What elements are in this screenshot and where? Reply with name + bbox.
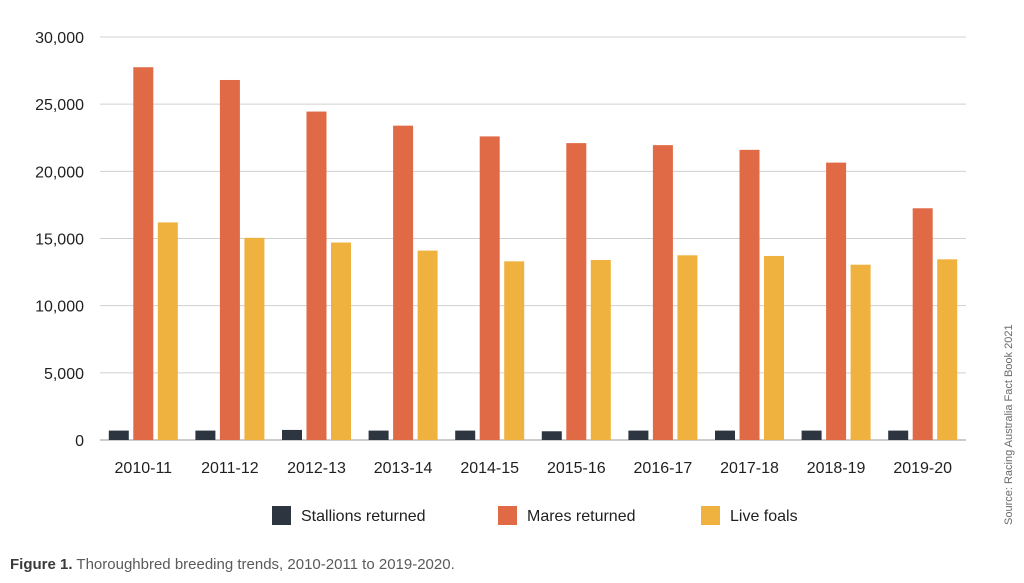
- legend-swatch: [701, 506, 720, 525]
- bar-mares-returned: [479, 136, 500, 440]
- x-tick-label: 2017-18: [720, 460, 779, 477]
- bar-stallions-returned: [715, 430, 735, 440]
- bar-live-foals: [417, 250, 438, 440]
- y-tick-label: 25,000: [35, 97, 84, 114]
- x-tick-label: 2018-19: [807, 460, 866, 477]
- x-tick-label: 2014-15: [460, 460, 519, 477]
- x-tick-label: 2015-16: [547, 460, 606, 477]
- bar-live-foals: [677, 255, 698, 440]
- y-tick-label: 5,000: [44, 366, 84, 383]
- bar-live-foals: [244, 237, 265, 440]
- y-tick-label: 15,000: [35, 232, 84, 249]
- y-tick-label: 20,000: [35, 164, 84, 181]
- bar-stallions-returned: [368, 430, 389, 440]
- legend-label: Mares returned: [527, 508, 636, 525]
- bar-stallions-returned: [108, 430, 129, 440]
- gridlines: [100, 36, 966, 441]
- bar-stallions-returned: [541, 431, 562, 440]
- bar-mares-returned: [393, 125, 414, 440]
- y-tick-label: 0: [75, 433, 84, 450]
- bar-live-foals: [331, 242, 351, 440]
- bar-mares-returned: [219, 79, 240, 440]
- caption-label: Figure 1.: [10, 556, 73, 573]
- caption-text: Thoroughbred breeding trends, 2010-2011 …: [72, 556, 455, 573]
- legend: Stallions returned Mares returned Live foa…: [272, 506, 798, 525]
- y-tick-label: 30,000: [35, 30, 84, 47]
- bar-mares-returned: [652, 145, 673, 440]
- x-tick-label: 2013-14: [374, 460, 433, 477]
- x-tick-label: 2019-20: [893, 460, 952, 477]
- y-tick-label: 10,000: [35, 299, 84, 316]
- figure-caption: Figure 1. Thoroughbred breeding trends, …: [10, 556, 455, 573]
- bar-stallions-returned: [628, 430, 649, 440]
- bar-stallions-returned: [195, 430, 216, 440]
- bar-mares-returned: [566, 143, 587, 440]
- legend-label: Stallions returned: [301, 508, 426, 525]
- x-tick-label: 2016-17: [634, 460, 693, 477]
- legend-swatch: [272, 506, 291, 525]
- bar-mares-returned: [912, 208, 933, 440]
- source-label: Source: Racing Australia Fact Book 2021: [1003, 324, 1015, 525]
- legend-label: Live foals: [730, 508, 798, 525]
- bar-live-foals: [590, 259, 611, 440]
- bar-live-foals: [937, 259, 958, 440]
- bar-live-foals: [764, 255, 784, 440]
- legend-swatch: [498, 506, 517, 525]
- bar-live-foals: [504, 261, 525, 440]
- bar-chart: 0 5,000 10,000 15,000 20,000 25,000 30,000 201…: [35, 30, 1015, 525]
- x-tick-label: 2011-12: [201, 460, 259, 477]
- x-axis-labels: 2010-11 2011-12 2012-13 2013-14 2014-15 2015-…: [115, 460, 953, 477]
- bar-stallions-returned: [801, 430, 822, 440]
- bar-mares-returned: [306, 111, 327, 441]
- bar-mares-returned: [133, 67, 154, 440]
- x-tick-label: 2010-11: [115, 460, 173, 477]
- bar-mares-returned: [739, 149, 760, 440]
- y-axis-labels: 0 5,000 10,000 15,000 20,000 25,000 30,000: [35, 30, 84, 450]
- bar-stallions-returned: [888, 430, 909, 440]
- bar-live-foals: [850, 264, 871, 440]
- bar-stallions-returned: [455, 430, 476, 440]
- bar-live-foals: [157, 222, 178, 440]
- bar-stallions-returned: [282, 429, 302, 440]
- x-tick-label: 2012-13: [287, 460, 346, 477]
- bar-mares-returned: [826, 162, 847, 440]
- bars: [108, 67, 958, 441]
